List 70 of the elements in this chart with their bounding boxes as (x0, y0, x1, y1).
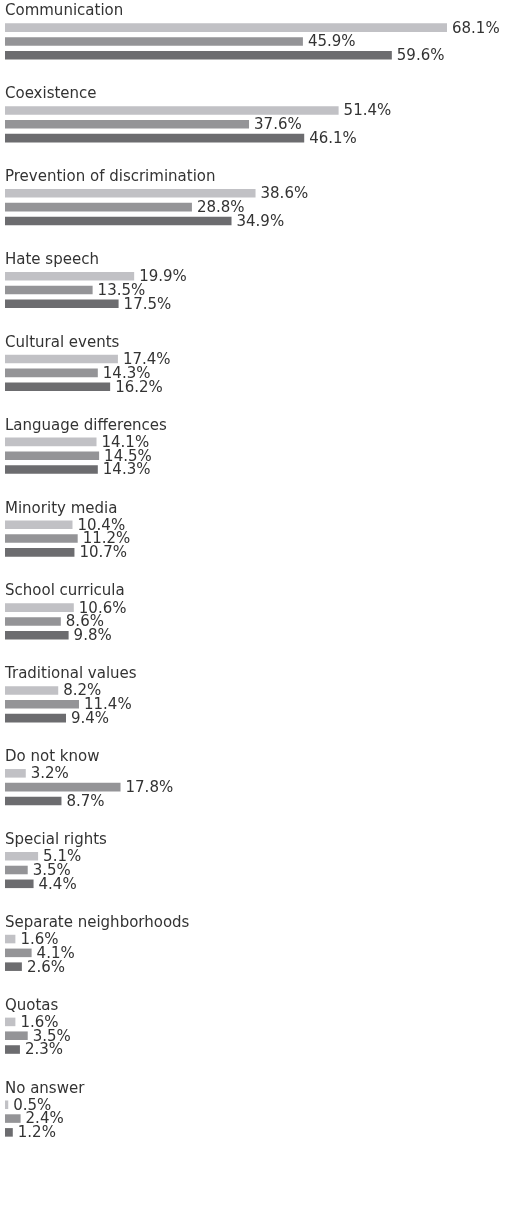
y-tick-label: No answer (5, 1078, 86, 1097)
bar (5, 617, 61, 626)
y-tick-label: Traditional values (4, 664, 137, 683)
bar (5, 1128, 13, 1137)
bar (5, 465, 98, 474)
bar (5, 962, 22, 971)
bar (5, 299, 119, 309)
data-label: 51.4% (343, 101, 392, 120)
bar (5, 1100, 9, 1110)
bar (5, 534, 78, 543)
bar (5, 382, 111, 391)
bar (5, 451, 100, 460)
data-label: 59.6% (396, 46, 445, 65)
data-label: 3.2% (30, 764, 69, 783)
bar (5, 354, 118, 364)
data-label: 8.7% (66, 791, 105, 810)
bar (5, 189, 256, 198)
data-label: 17.8% (125, 778, 174, 797)
bar (5, 1045, 20, 1054)
y-tick-label: Prevention of discrimination (5, 167, 216, 186)
data-label: 68.1% (452, 18, 500, 37)
y-tick-label: Minority media (5, 498, 118, 517)
data-label: 46.1% (309, 128, 357, 147)
bar (5, 216, 232, 226)
bar (5, 271, 135, 281)
bar (5, 50, 392, 60)
bar (5, 713, 67, 723)
data-label: 45.9% (307, 32, 356, 51)
y-tick-label: Cultural events (5, 332, 120, 351)
data-label: 16.2% (115, 377, 163, 396)
bar (5, 865, 28, 875)
y-tick-label: Hate speech (5, 249, 99, 268)
y-tick-label: Do not know (5, 747, 100, 766)
data-label: 38.6% (260, 184, 309, 203)
y-tick-label: Coexistence (5, 84, 97, 103)
bar (5, 1114, 21, 1123)
data-label: 4.4% (38, 874, 77, 893)
bar (5, 879, 34, 889)
bar (5, 106, 339, 115)
bar (5, 700, 79, 709)
y-tick-label: School curricula (5, 581, 125, 600)
bar (5, 686, 59, 695)
data-label: 17.5% (123, 294, 172, 313)
bar (5, 796, 62, 806)
bar (5, 368, 98, 378)
bar (5, 520, 73, 530)
bar (5, 603, 74, 612)
bar (5, 934, 16, 944)
bar (5, 133, 305, 143)
y-tick-label: Special rights (5, 829, 108, 848)
bar (5, 1017, 16, 1027)
bar (5, 548, 75, 557)
bar (5, 202, 192, 212)
bar (5, 23, 447, 32)
y-tick-label: Language differences (5, 415, 168, 434)
bar (5, 437, 97, 447)
bar (5, 948, 32, 958)
bar (5, 851, 39, 861)
y-tick-label: Quotas (5, 995, 59, 1014)
data-label: 2.6% (26, 957, 65, 976)
y-tick-label: Separate neighborhoods (5, 912, 190, 931)
y-tick-label: Communication (5, 1, 124, 20)
bar (5, 1031, 28, 1040)
bar (5, 285, 93, 295)
bar (5, 782, 121, 792)
data-label: 37.6% (254, 115, 302, 134)
bar (5, 630, 69, 640)
bar (5, 120, 250, 129)
bar (5, 769, 26, 778)
bar (5, 37, 303, 46)
